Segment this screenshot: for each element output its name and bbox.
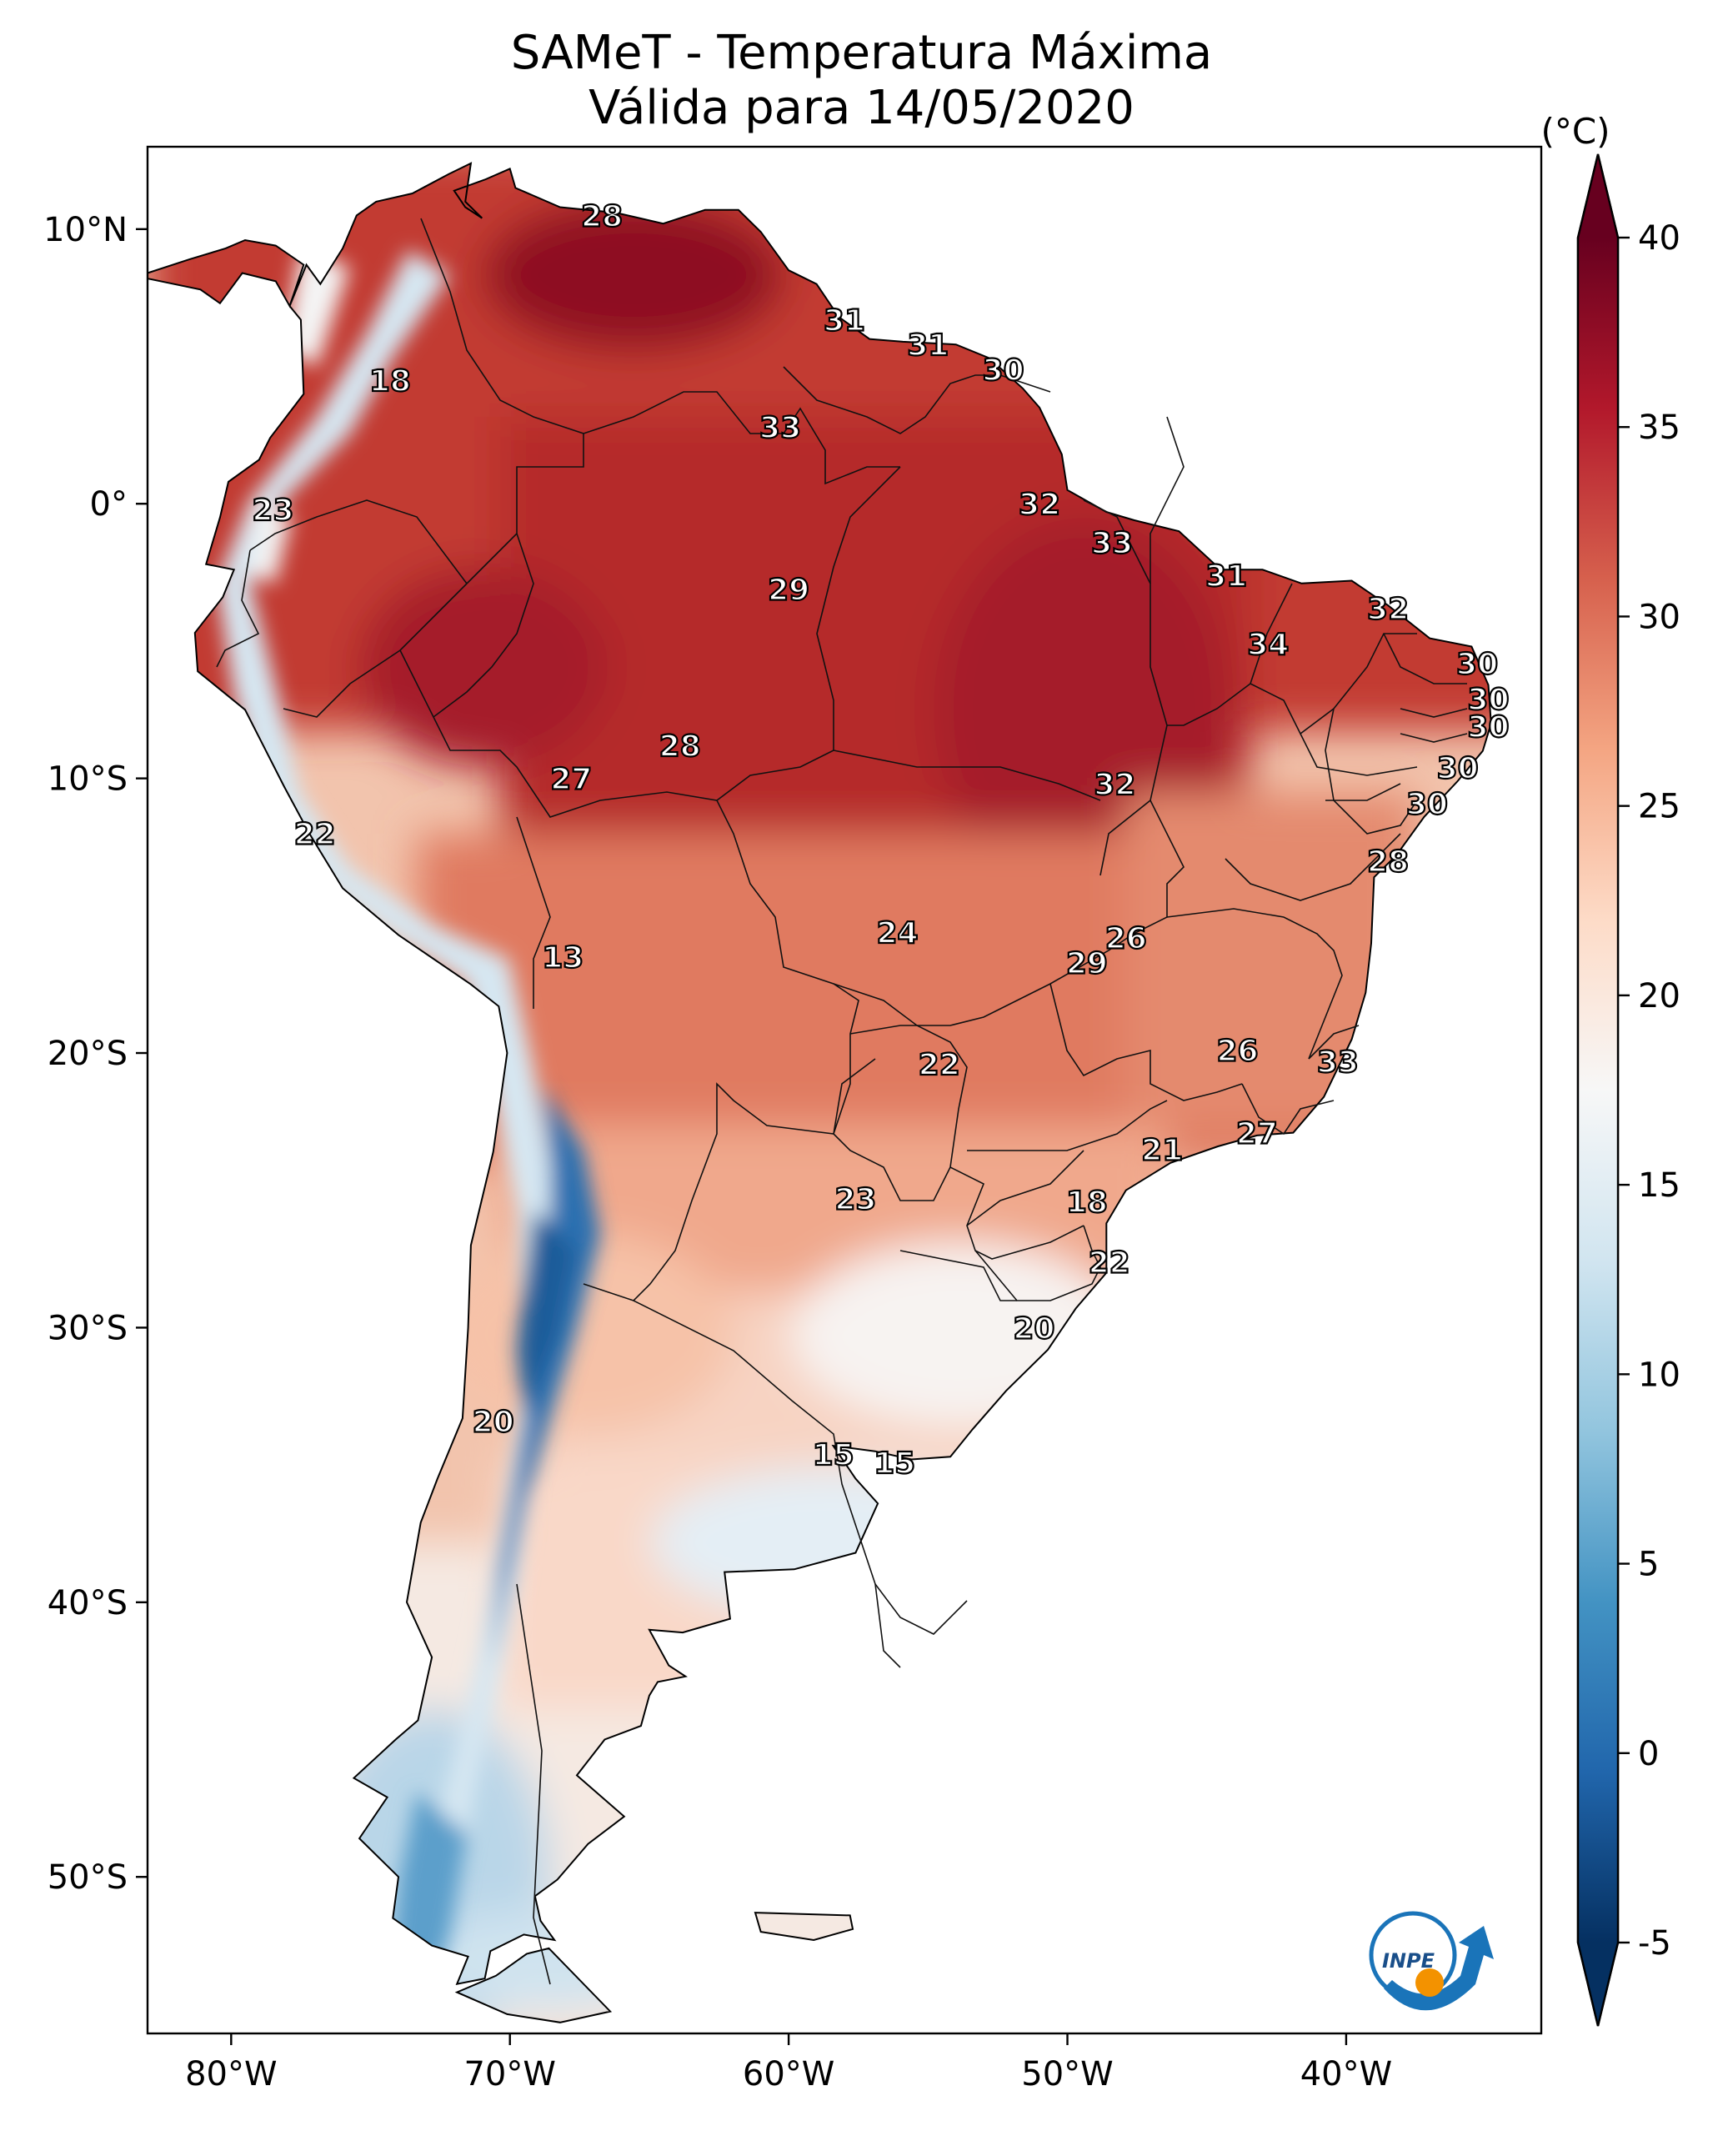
x-tick-label: 60°W xyxy=(743,2055,834,2093)
city-temperature-label: 29 xyxy=(768,573,809,607)
colorbar-tick-label: 35 xyxy=(1638,409,1680,447)
colorbar-tick-label: 40 xyxy=(1638,219,1680,258)
city-temperature-label: 34 xyxy=(1247,628,1289,662)
city-temperature-label: 15 xyxy=(874,1447,915,1481)
map-frame xyxy=(146,145,1543,2035)
colorbar-min-extend xyxy=(1578,1943,1618,2026)
city-temperature-label: 30 xyxy=(1467,710,1509,745)
colorbar-tick-label: -5 xyxy=(1638,1924,1671,1963)
city-temperature-label: 33 xyxy=(1317,1045,1359,1080)
x-tick-label: 50°W xyxy=(1021,2055,1113,2093)
country-borders xyxy=(216,218,1468,1985)
x-tick-label: 40°W xyxy=(1300,2055,1392,2093)
coastline xyxy=(147,162,1492,2023)
city-temperature-label: 30 xyxy=(983,353,1024,388)
city-temperature-label: 27 xyxy=(1236,1117,1278,1151)
y-tick-label: 10°N xyxy=(43,211,128,249)
city-temperature-label: 18 xyxy=(1066,1186,1108,1220)
city-temperature-label: 13 xyxy=(542,941,584,975)
city-temperature-label: 28 xyxy=(581,199,623,233)
city-temperature-label: 30 xyxy=(1437,751,1479,785)
city-temperature-label: 21 xyxy=(1141,1133,1183,1167)
city-temperature-label: 33 xyxy=(1091,526,1133,560)
colorbar-tick-label: 0 xyxy=(1638,1735,1659,1773)
city-temperature-label: 31 xyxy=(907,328,949,363)
city-temperature-label: 20 xyxy=(1013,1311,1054,1346)
city-temperature-label: 23 xyxy=(834,1183,876,1217)
colorbar-tick-label: 30 xyxy=(1638,598,1680,636)
city-temperature-label: 30 xyxy=(1406,787,1448,821)
y-tick-label: 30°S xyxy=(48,1309,128,1347)
colorbar-tick-label: 25 xyxy=(1638,788,1680,826)
city-temperature-label: 26 xyxy=(1216,1035,1258,1069)
city-temperature-label: 26 xyxy=(1105,922,1147,956)
city-temperature-label: 22 xyxy=(1089,1246,1130,1280)
y-tick-label: 50°S xyxy=(48,1858,128,1897)
city-temperature-label: 32 xyxy=(1094,768,1135,802)
city-temperature-label: 24 xyxy=(876,916,918,950)
city-temperature-label: 20 xyxy=(473,1405,514,1439)
colorbar-unit: (°C) xyxy=(1540,111,1610,152)
x-tick-label: 80°W xyxy=(185,2055,277,2093)
y-tick-label: 20°S xyxy=(48,1035,128,1073)
city-temperature-label: 22 xyxy=(294,818,336,852)
city-temperature-label: 32 xyxy=(1019,488,1060,522)
y-tick-label: 0° xyxy=(90,485,128,524)
x-tick-label: 70°W xyxy=(463,2055,555,2093)
inpe-logo-text: INPE xyxy=(1382,1949,1435,1973)
colorbar-gradient xyxy=(1578,238,1618,1943)
city-temperature-label: 28 xyxy=(1367,845,1409,879)
city-temperature-label: 15 xyxy=(813,1438,854,1472)
city-temperature-label: 22 xyxy=(919,1048,960,1082)
inpe-logo: INPE xyxy=(1369,1911,1494,2011)
city-temperature-label: 27 xyxy=(550,763,592,797)
map-title: SAMeT - Temperatura Máxima xyxy=(510,26,1213,80)
x-axis: 80°W 70°W 60°W 50°W 40°W xyxy=(185,2033,1392,2093)
colorbar: (°C) 40 35 30 25 20 15 10 5 0 -5 xyxy=(1540,111,1680,2027)
city-temperature-label: 23 xyxy=(252,494,293,528)
city-temperature-label: 30 xyxy=(1456,647,1498,681)
y-axis: 10°N 0° 10°S 20°S 30°S 40°S 50°S xyxy=(43,211,148,1897)
colorbar-tick-label: 20 xyxy=(1638,977,1680,1015)
city-temperature-label: 31 xyxy=(824,304,865,338)
y-tick-label: 10°S xyxy=(48,760,128,799)
city-temperature-label: 30 xyxy=(1467,683,1509,717)
city-temperature-label: 33 xyxy=(759,411,801,445)
colorbar-tick-label: 15 xyxy=(1638,1166,1680,1205)
city-temperature-label: 31 xyxy=(1205,559,1247,594)
colorbar-tick-label: 5 xyxy=(1638,1546,1659,1584)
colorbar-max-extend xyxy=(1578,154,1618,238)
y-tick-label: 40°S xyxy=(48,1584,128,1622)
city-temperature-label: 18 xyxy=(369,364,411,399)
city-temperature-label: 28 xyxy=(659,730,701,764)
colorbar-tick-label: 10 xyxy=(1638,1356,1680,1394)
map-subtitle: Válida para 14/05/2020 xyxy=(589,81,1134,135)
city-temperature-label: 32 xyxy=(1367,592,1409,626)
city-temperature-label: 29 xyxy=(1066,946,1108,980)
